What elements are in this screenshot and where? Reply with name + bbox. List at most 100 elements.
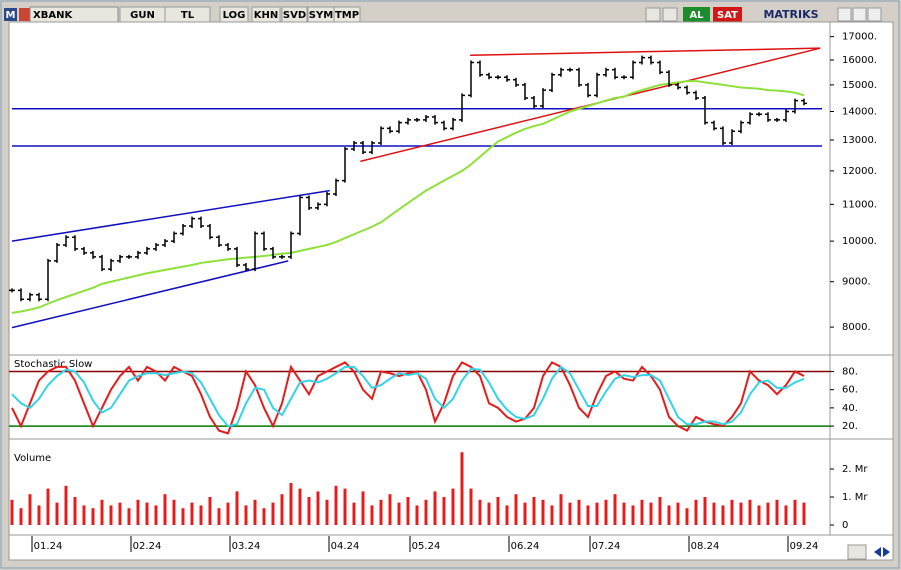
volume-bar <box>505 505 509 525</box>
price-bar <box>72 235 78 251</box>
volume-bar <box>613 494 617 525</box>
volume-bar <box>154 505 158 525</box>
x-tick-label: 03.24 <box>232 541 261 552</box>
price-bar <box>549 72 555 93</box>
volume-bar <box>352 502 356 525</box>
volume-bar <box>64 485 68 525</box>
price-bar <box>126 254 132 259</box>
volume-bar <box>424 499 428 525</box>
volume-bar <box>253 499 257 525</box>
y-tick-label: 15000. <box>842 80 877 91</box>
price-bar <box>333 178 339 197</box>
price-bar <box>216 235 222 247</box>
volume-bar <box>739 502 743 525</box>
volume-bar <box>244 505 248 525</box>
volume-bar <box>208 497 212 525</box>
volume-bar <box>712 502 716 525</box>
price-bar <box>495 75 501 80</box>
time-axis <box>8 534 894 561</box>
price-bar <box>306 195 312 210</box>
price-bar <box>54 242 60 263</box>
volume-bar <box>559 494 563 525</box>
price-bar <box>396 120 402 134</box>
price-bar <box>198 216 204 229</box>
volume-bar <box>379 499 383 525</box>
price-bar <box>252 231 258 272</box>
volume-bar <box>19 508 23 525</box>
price-bar <box>432 115 438 125</box>
volume-bar <box>91 508 95 525</box>
toolbar-button[interactable] <box>333 6 361 23</box>
symbol: XBANK <box>33 10 73 21</box>
icon-button[interactable] <box>645 7 661 22</box>
volume-bar <box>136 499 140 525</box>
price-bar <box>288 231 294 259</box>
volume-bar <box>793 499 797 525</box>
volume-bar <box>226 502 230 525</box>
volume-bar <box>460 452 464 525</box>
volume-bar <box>703 497 707 525</box>
price-bar <box>612 67 618 80</box>
toolbar-button-label: LOG <box>223 10 246 21</box>
volume-bar <box>487 502 491 525</box>
close-symbol[interactable] <box>19 8 30 21</box>
y-tick-label: 12000. <box>842 166 877 177</box>
logo: M <box>6 10 16 21</box>
volume-bar <box>271 502 275 525</box>
volume-bar <box>469 488 473 525</box>
volume-bar <box>343 488 347 525</box>
price-bar <box>729 129 735 146</box>
volume-bar <box>280 494 284 525</box>
sell-button[interactable] <box>713 7 742 22</box>
toolbar-button[interactable] <box>251 6 281 23</box>
maximize-button[interactable] <box>852 7 867 22</box>
y-tick-label: 16000. <box>842 55 877 66</box>
price-bar <box>369 141 375 155</box>
price-bar <box>387 126 393 134</box>
icon-button[interactable] <box>662 7 678 22</box>
price-bar <box>747 112 753 125</box>
price-bar <box>792 98 798 114</box>
y-tick-label: 10000. <box>842 236 877 247</box>
volume-bar <box>289 483 293 525</box>
price-bar <box>639 55 645 65</box>
volume-bar <box>415 505 419 525</box>
volume-bar <box>181 508 185 525</box>
price-bar <box>405 117 411 125</box>
y-tick-label: 1. Mr <box>842 492 868 503</box>
price-bar <box>342 147 348 183</box>
volume-bar <box>775 499 779 525</box>
price-bar <box>621 75 627 80</box>
volume-bar <box>523 502 527 525</box>
price-bar <box>648 55 654 65</box>
price-bar <box>594 72 600 98</box>
volume-bar <box>685 508 689 525</box>
toolbar-button[interactable] <box>219 6 249 23</box>
price-bar <box>279 254 285 259</box>
price-bar <box>162 239 168 247</box>
scroll-arrows[interactable] <box>874 547 890 557</box>
toolbar-button[interactable] <box>281 6 308 23</box>
volume-bar <box>766 502 770 525</box>
volume-bar <box>397 502 401 525</box>
volume-bar <box>118 502 122 525</box>
toolbar-button[interactable] <box>164 6 211 23</box>
price-bar <box>45 258 51 302</box>
refresh-button[interactable] <box>847 544 867 560</box>
price-bar <box>108 258 114 272</box>
price-bar <box>360 141 366 155</box>
volume-bar <box>640 499 644 525</box>
volume-bar <box>568 502 572 525</box>
close-button[interactable] <box>867 7 882 22</box>
x-tick-label: 07.24 <box>592 541 621 552</box>
volume-bar <box>748 499 752 525</box>
volume-bar <box>586 505 590 525</box>
indicator-line <box>11 361 805 435</box>
volume-bar <box>235 491 239 525</box>
buy-button[interactable] <box>683 7 710 22</box>
y-tick-label: 40. <box>842 403 858 414</box>
volume-bar <box>478 499 482 525</box>
minimize-button[interactable] <box>837 7 852 22</box>
price-bar <box>540 88 546 109</box>
